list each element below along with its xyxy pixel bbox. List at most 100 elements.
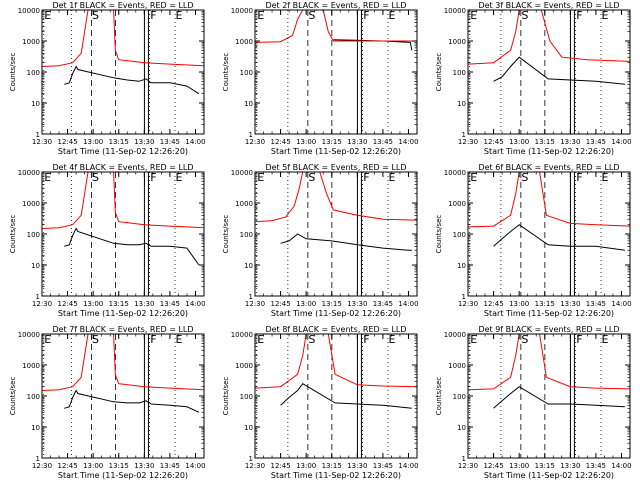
series-line-lld bbox=[42, 172, 204, 229]
y-tick-label: 1 bbox=[462, 293, 466, 301]
x-tick-label: 13:15 bbox=[109, 462, 129, 470]
series-line-events bbox=[64, 389, 200, 413]
plot-area bbox=[468, 334, 630, 458]
y-axis-label: Counts/sec bbox=[222, 215, 230, 254]
marker-label-E: E bbox=[602, 171, 609, 184]
panel-title: Det 9f BLACK = Events, RED = LLD bbox=[478, 325, 619, 334]
panel-4: Det 4f BLACK = Events, RED = LLD Counts/s… bbox=[9, 163, 206, 318]
panel-8: Det 8f BLACK = Events, RED = LLD Counts/s… bbox=[222, 325, 419, 480]
y-tick-label: 100 bbox=[240, 393, 253, 401]
x-tick-label: 14:00 bbox=[398, 300, 418, 308]
marker-label-F: F bbox=[363, 171, 369, 184]
marker-label-S: S bbox=[92, 333, 99, 346]
x-tick-label: 13:30 bbox=[134, 300, 154, 308]
y-tick-label: 1 bbox=[249, 293, 253, 301]
marker-label-S: S bbox=[308, 9, 315, 22]
y-tick-label: 1000 bbox=[235, 38, 253, 46]
y-tick-label: 10000 bbox=[444, 331, 466, 339]
x-tick-label: 13:15 bbox=[322, 462, 342, 470]
x-tick-label: 13:00 bbox=[83, 462, 103, 470]
series-line-lld bbox=[42, 10, 204, 67]
y-tick-label: 1000 bbox=[448, 38, 466, 46]
marker-label-E: E bbox=[602, 333, 609, 346]
x-tick-label: 13:15 bbox=[535, 138, 555, 146]
x-tick-label: 12:45 bbox=[57, 462, 77, 470]
series-line-events bbox=[280, 383, 412, 409]
plot-area bbox=[255, 10, 417, 134]
marker-label-E: E bbox=[176, 333, 183, 346]
x-tick-label: 14:00 bbox=[185, 138, 205, 146]
x-tick-label: 12:45 bbox=[57, 300, 77, 308]
x-tick-label: 12:45 bbox=[270, 138, 290, 146]
series-line-lld bbox=[468, 10, 630, 65]
marker-label-E: E bbox=[602, 9, 609, 22]
panel-title: Det 7f BLACK = Events, RED = LLD bbox=[52, 325, 193, 334]
series-line-lld bbox=[42, 334, 204, 391]
x-tick-label: 13:30 bbox=[347, 462, 367, 470]
y-tick-label: 1000 bbox=[22, 200, 40, 208]
x-tick-label: 12:30 bbox=[458, 138, 478, 146]
plot-area bbox=[42, 172, 204, 296]
marker-label-E: E bbox=[389, 333, 396, 346]
plot-frame bbox=[41, 333, 205, 459]
x-tick-label: 13:45 bbox=[160, 300, 180, 308]
marker-label-E: E bbox=[257, 9, 264, 22]
marker-label-F: F bbox=[150, 171, 156, 184]
panel-5: Det 5f BLACK = Events, RED = LLD Counts/s… bbox=[222, 163, 419, 318]
plot-frame bbox=[41, 9, 205, 135]
plot-area bbox=[42, 334, 204, 458]
x-tick-label: 13:30 bbox=[347, 138, 367, 146]
x-tick-label: 13:15 bbox=[535, 300, 555, 308]
plot-frame bbox=[41, 171, 205, 297]
marker-label-E: E bbox=[470, 171, 477, 184]
x-tick-label: 13:30 bbox=[134, 462, 154, 470]
y-tick-label: 1 bbox=[36, 293, 40, 301]
marker-label-E: E bbox=[470, 333, 477, 346]
x-tick-label: 13:45 bbox=[586, 462, 606, 470]
x-tick-label: 13:45 bbox=[373, 462, 393, 470]
y-tick-label: 10000 bbox=[444, 7, 466, 15]
series-line-events bbox=[493, 56, 625, 85]
x-tick-label: 13:30 bbox=[560, 462, 580, 470]
plot-frame bbox=[254, 171, 418, 297]
y-tick-label: 1000 bbox=[235, 200, 253, 208]
y-tick-label: 1 bbox=[462, 131, 466, 139]
panel-7: Det 7f BLACK = Events, RED = LLD Counts/s… bbox=[9, 325, 206, 480]
y-tick-label: 1000 bbox=[448, 200, 466, 208]
x-tick-label: 14:00 bbox=[611, 138, 631, 146]
x-tick-label: 12:45 bbox=[483, 462, 503, 470]
y-tick-label: 10000 bbox=[18, 331, 40, 339]
series-line-events bbox=[493, 224, 625, 251]
x-tick-label: 13:00 bbox=[509, 138, 529, 146]
series-line-lld bbox=[255, 10, 417, 43]
plot-area bbox=[255, 172, 417, 296]
x-tick-label: 13:30 bbox=[134, 138, 154, 146]
x-tick-label: 12:45 bbox=[57, 138, 77, 146]
y-tick-label: 10000 bbox=[444, 169, 466, 177]
x-tick-label: 12:45 bbox=[270, 462, 290, 470]
x-tick-label: 12:30 bbox=[32, 138, 52, 146]
marker-label-F: F bbox=[576, 333, 582, 346]
marker-label-E: E bbox=[257, 333, 264, 346]
x-tick-label: 13:00 bbox=[83, 138, 103, 146]
x-axis-label: Start Time (11-Sep-02 12:26:20) bbox=[271, 471, 401, 480]
y-tick-label: 1 bbox=[462, 455, 466, 463]
y-tick-label: 100 bbox=[453, 393, 466, 401]
x-tick-label: 13:15 bbox=[322, 138, 342, 146]
series-line-events bbox=[280, 233, 412, 251]
y-axis-label: Counts/sec bbox=[222, 377, 230, 416]
y-axis-label: Counts/sec bbox=[222, 53, 230, 92]
y-tick-label: 10 bbox=[244, 424, 253, 432]
x-axis-label: Start Time (11-Sep-02 12:26:20) bbox=[58, 147, 188, 156]
y-tick-label: 1 bbox=[249, 131, 253, 139]
plot-area bbox=[42, 10, 204, 134]
x-tick-label: 13:00 bbox=[509, 300, 529, 308]
marker-label-F: F bbox=[576, 9, 582, 22]
plot-area bbox=[468, 10, 630, 134]
y-axis-label: Counts/sec bbox=[435, 215, 443, 254]
panel-title: Det 2f BLACK = Events, RED = LLD bbox=[265, 1, 406, 10]
x-tick-label: 13:45 bbox=[373, 300, 393, 308]
x-tick-label: 12:45 bbox=[270, 300, 290, 308]
y-tick-label: 1 bbox=[249, 455, 253, 463]
